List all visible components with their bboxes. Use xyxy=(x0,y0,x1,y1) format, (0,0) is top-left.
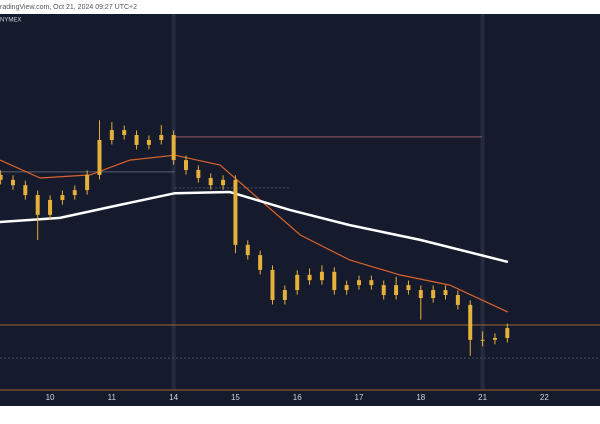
candle-body xyxy=(122,130,127,136)
candle-body xyxy=(319,271,324,281)
candle-body xyxy=(183,160,188,170)
candle-body xyxy=(35,195,40,215)
candle-body xyxy=(344,285,349,291)
candle-body xyxy=(492,337,497,340)
x-tick-label: 10 xyxy=(46,393,55,402)
candle-body xyxy=(134,135,139,145)
candle-body xyxy=(443,290,448,295)
candle-body xyxy=(72,190,77,196)
x-tick-label: 15 xyxy=(231,393,240,402)
candle-body xyxy=(295,274,300,291)
candle-body xyxy=(455,295,460,305)
candle-body xyxy=(270,269,275,300)
candle-body xyxy=(282,290,287,300)
exchange-label: NYMEX xyxy=(0,18,21,24)
candle-body xyxy=(307,274,312,281)
header-bar xyxy=(0,0,600,14)
candle-body xyxy=(60,195,65,200)
candle-body xyxy=(221,179,226,186)
candle-body xyxy=(23,185,28,196)
candle-body xyxy=(109,130,114,140)
candle-body xyxy=(48,200,53,215)
session-break xyxy=(480,14,485,390)
watermark: radingView.com, Oct 21, 2024 09:27 UTC+2 xyxy=(0,4,137,11)
candle-body xyxy=(468,304,473,340)
plot-background xyxy=(0,14,600,406)
moving-average xyxy=(0,154,509,313)
candle-body xyxy=(10,179,15,186)
x-tick-label: 18 xyxy=(416,393,425,402)
candle-body xyxy=(85,174,90,191)
candle-body xyxy=(418,290,423,299)
candle-body xyxy=(0,174,3,180)
x-tick-label: 11 xyxy=(108,393,117,402)
candle-body xyxy=(233,179,238,245)
moving-average xyxy=(0,190,509,264)
candle-body xyxy=(159,135,164,140)
candle-body xyxy=(480,339,485,341)
x-tick-label: 16 xyxy=(293,393,302,402)
candle-body xyxy=(381,285,386,295)
candle-body xyxy=(97,139,102,175)
candle-body xyxy=(369,280,374,286)
candle-body xyxy=(258,255,263,270)
x-tick-label: 17 xyxy=(355,393,364,402)
session-break xyxy=(171,14,176,390)
candle-body xyxy=(406,285,411,291)
x-tick-label: 21 xyxy=(478,393,487,402)
candle-body xyxy=(171,135,176,161)
candle-body xyxy=(332,271,337,291)
x-tick-label: 22 xyxy=(540,393,549,402)
candle-body xyxy=(196,169,201,178)
candle-body xyxy=(208,177,213,186)
candle-body xyxy=(505,328,510,338)
candle-body xyxy=(245,244,250,256)
x-tick-label: 14 xyxy=(169,393,178,402)
candle-body xyxy=(394,285,399,295)
candle-body xyxy=(357,280,362,286)
candle-body xyxy=(431,290,436,299)
candle-body xyxy=(146,139,151,145)
